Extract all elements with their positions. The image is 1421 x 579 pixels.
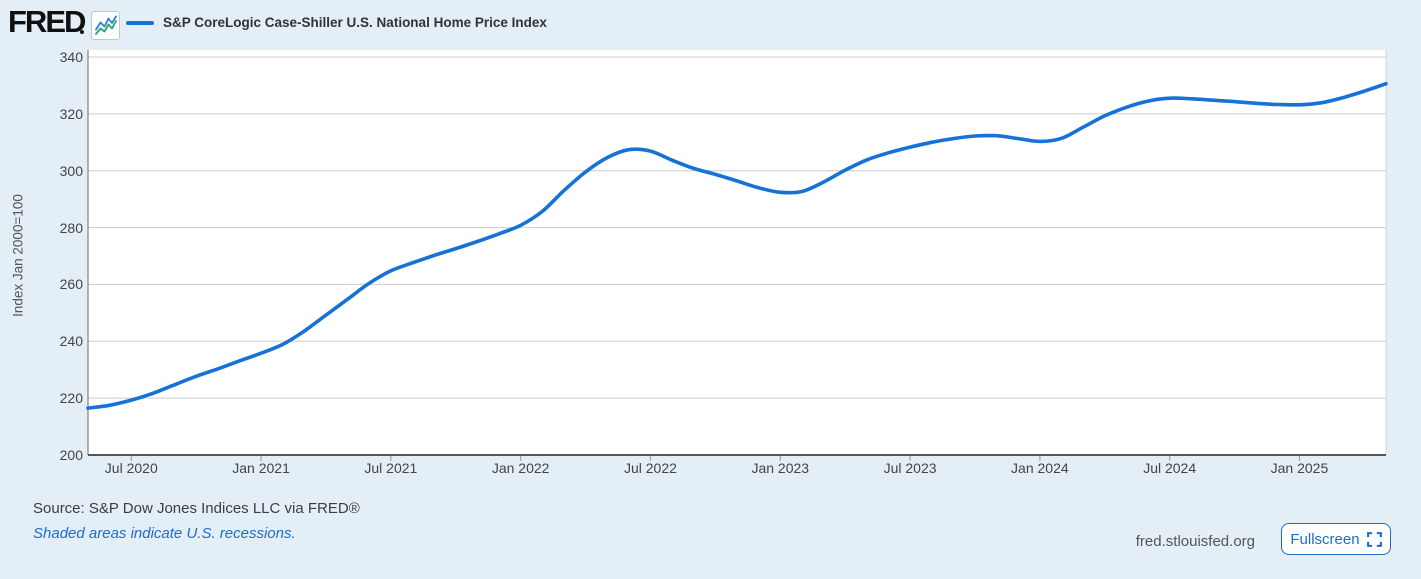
fred-logo-trademark-dot bbox=[80, 30, 84, 34]
y-axis-title: Index Jan 2000=100 bbox=[10, 194, 26, 317]
y-tick-label-340: 340 bbox=[59, 49, 83, 65]
y-tick-label-220: 220 bbox=[59, 390, 83, 407]
y-tick-label-200: 200 bbox=[59, 447, 83, 463]
x-tick-label-jan-2021: Jan 2021 bbox=[232, 460, 290, 476]
x-tick-label-jul-2024: Jul 2024 bbox=[1143, 460, 1197, 476]
y-tick-label-300: 300 bbox=[59, 162, 83, 179]
y-tick-label-320: 320 bbox=[59, 105, 83, 122]
x-tick-label-jul-2020: Jul 2020 bbox=[104, 460, 158, 476]
legend-series-label: S&P CoreLogic Case-Shiller U.S. National… bbox=[163, 15, 547, 30]
y-tick-label-260: 260 bbox=[59, 276, 83, 293]
data-line-home-price-index[interactable] bbox=[86, 81, 1388, 410]
source-attribution: Source: S&P Dow Jones Indices LLC via FR… bbox=[33, 500, 360, 517]
site-url: fred.stlouisfed.org bbox=[1135, 533, 1255, 550]
x-tick-label-jan-2024: Jan 2024 bbox=[1011, 460, 1069, 476]
legend-line-swatch bbox=[126, 20, 154, 25]
x-tick-label-jul-2021: Jul 2021 bbox=[364, 460, 418, 476]
plot-area[interactable] bbox=[88, 50, 1386, 455]
x-tick-label-jan-2023: Jan 2023 bbox=[751, 460, 810, 476]
x-tick-label-jul-2022: Jul 2022 bbox=[623, 460, 677, 476]
y-tick-label-280: 280 bbox=[59, 219, 83, 236]
x-tick-label-jan-2022: Jan 2022 bbox=[491, 460, 550, 476]
fred-sparkline-icon bbox=[91, 11, 120, 40]
fullscreen-label: Fullscreen bbox=[1290, 530, 1360, 548]
x-tick-label-jan-2025: Jan 2025 bbox=[1270, 460, 1329, 476]
recession-note: Shaded areas indicate U.S. recessions. bbox=[33, 525, 296, 542]
fullscreen-button[interactable]: Fullscreen bbox=[1281, 523, 1391, 555]
y-tick-label-240: 240 bbox=[59, 333, 83, 350]
x-tick-label-jul-2023: Jul 2023 bbox=[883, 460, 937, 476]
legend-series[interactable]: S&P CoreLogic Case-Shiller U.S. National… bbox=[126, 14, 547, 31]
fullscreen-icon bbox=[1366, 531, 1382, 547]
fred-logo[interactable]: FRED bbox=[8, 4, 86, 39]
